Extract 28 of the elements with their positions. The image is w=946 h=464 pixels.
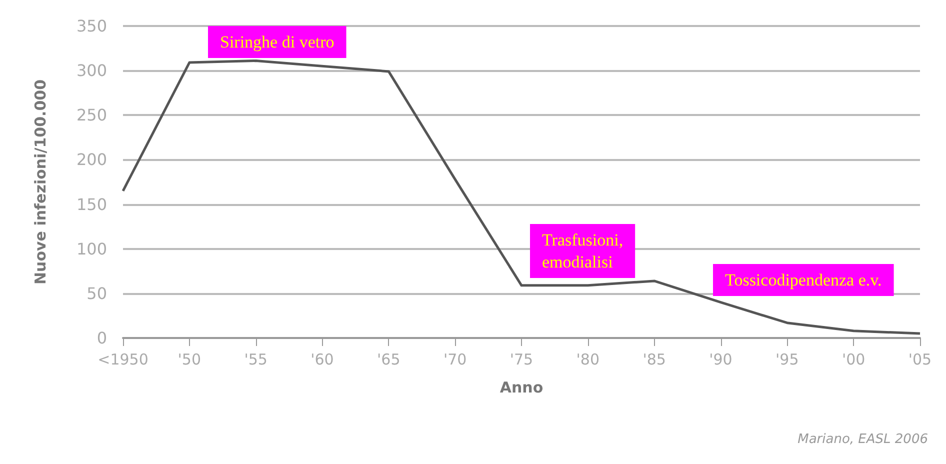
x-tick-label: '85: [642, 350, 666, 368]
x-tick-label: '95: [776, 350, 799, 368]
x-tick-label: '50: [178, 350, 202, 368]
y-tick-label: 0: [96, 328, 107, 348]
x-tick-label: '55: [244, 350, 268, 368]
x-tick-label: '90: [709, 350, 732, 368]
y-axis-title: Nuove infezioni/100.000: [32, 79, 50, 285]
annotation: Siringhe di vetro: [220, 32, 334, 52]
x-tick-label: '00: [842, 350, 866, 368]
x-tick-label: '80: [576, 350, 600, 368]
y-tick-label: 300: [76, 61, 107, 80]
x-tick-label: '60: [310, 350, 334, 368]
y-tick-label: 100: [76, 239, 107, 258]
x-tick-label: '75: [510, 350, 534, 368]
y-tick-label: 200: [76, 150, 107, 170]
y-tick-label: 50: [86, 284, 107, 303]
annotation: Tossicodipendenza e.v.: [725, 270, 882, 290]
y-tick-label: 150: [76, 194, 107, 214]
x-tick-label: '05: [908, 350, 932, 368]
x-axis-title: Anno: [500, 378, 544, 396]
annotation: Trasfusioni, emodialisi: [542, 230, 624, 272]
y-tick-label: 350: [76, 16, 107, 36]
x-tick-label: '65: [377, 350, 400, 368]
x-tick-label: <1950: [98, 350, 148, 368]
text: Mariano, EASL 2006: [798, 432, 928, 447]
x-tick-label: '70: [443, 350, 467, 368]
y-tick-label: 250: [76, 106, 107, 125]
line-series: [122, 60, 922, 335]
